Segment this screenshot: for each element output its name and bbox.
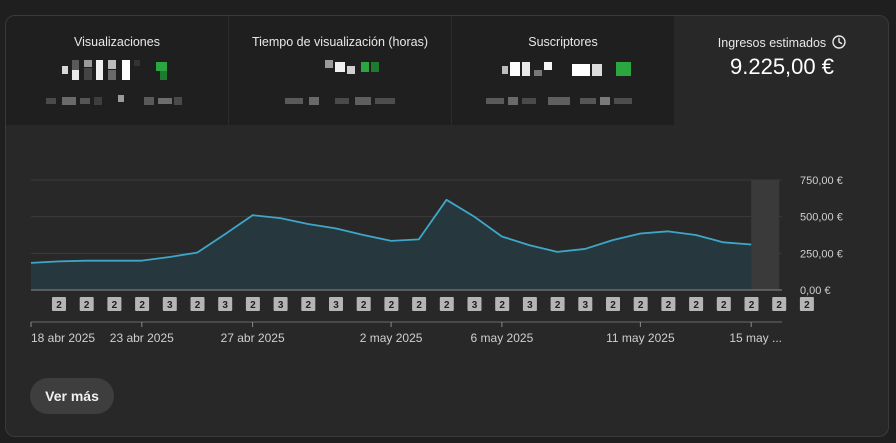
annotation-marker-label: 2 [56,300,62,311]
annotation-marker [633,297,648,311]
annotation-marker-label: 2 [250,300,256,311]
annotation-marker [384,297,399,311]
annotation-marker-label: 2 [416,300,422,311]
annotation-marker-label: 3 [167,300,173,311]
annotation-marker [218,297,233,311]
annotation-marker-label: 3 [583,300,589,311]
analytics-card: Visualizaciones [5,15,889,437]
annotation-marker-label: 2 [721,300,727,311]
annotation-marker [522,297,537,311]
annotation-marker [301,297,316,311]
annotation-marker [606,297,620,311]
annotation-marker [52,297,66,311]
x-tick-label: 18 abr 2025 [31,331,95,345]
y-tick-label: 0,00 € [800,285,831,297]
y-tick-label: 500,00 € [800,212,843,224]
metric-views[interactable]: Visualizaciones [6,16,228,125]
annotation-marker-label: 2 [776,300,782,311]
metric-separator [228,16,229,125]
blurred-views-caption [46,94,186,106]
x-tick-label: 11 may 2025 [606,331,675,345]
annotation-marker-label: 3 [333,300,339,311]
annotation-marker [162,297,177,311]
annotation-marker-label: 2 [195,300,201,311]
annotation-marker [495,297,510,311]
annotation-marker [716,297,731,311]
annotation-marker [550,297,565,311]
metric-label-revenue-wrap: Ingresos estimados [674,35,888,52]
annotation-marker [661,297,676,311]
y-tick-label: 750,00 € [800,175,843,187]
x-tick-label: 27 abr 2025 [221,331,285,345]
annotation-marker [412,297,427,311]
annotation-marker-label: 2 [666,300,672,311]
annotation-marker [467,297,482,311]
metric-watch-time[interactable]: Tiempo de visualización (horas) [229,16,451,125]
blurred-watch-time-caption [285,94,405,106]
annotation-marker-label: 2 [610,300,616,311]
annotation-marker-label: 2 [499,300,505,311]
metric-label-views: Visualizaciones [74,35,160,49]
metrics-row: Visualizaciones [6,16,888,125]
x-tick-label: 6 may 2025 [471,331,534,345]
annotation-marker [190,297,205,311]
see-more-button[interactable]: Ver más [30,378,114,414]
current-period-band [751,180,780,290]
x-tick-label: 23 abr 2025 [110,331,174,345]
annotation-marker-label: 3 [222,300,228,311]
metric-value-revenue: 9.225,00 € [730,54,834,79]
annotation-marker-label: 2 [749,300,755,311]
blurred-subscribers-caption [486,94,646,106]
y-tick-label: 250,00 € [800,248,843,260]
annotation-marker-label: 2 [112,300,118,311]
series-area [31,199,752,290]
annotation-marker [744,297,759,311]
metric-estimated-revenue[interactable]: Ingresos estimados 9.225,00 € [674,16,888,125]
x-tick-label: 15 may ... [729,331,782,345]
annotation-marker-label: 2 [361,300,367,311]
annotation-marker [79,297,94,311]
annotation-marker [107,297,122,311]
annotation-marker [689,297,704,311]
annotation-marker [273,297,288,311]
annotation-marker-label: 3 [472,300,478,311]
series-line [30,198,752,264]
metric-label-watch-time: Tiempo de visualización (horas) [251,35,428,49]
annotation-marker-label: 2 [389,300,395,311]
annotation-marker-label: 2 [306,300,312,311]
x-tick-label: 2 may 2025 [360,331,423,345]
annotation-marker-label: 2 [555,300,561,311]
metric-label-revenue: Ingresos estimados [717,36,827,50]
metric-subscribers[interactable]: Suscriptores [452,16,674,125]
annotation-marker-label: 2 [139,300,145,311]
revenue-chart: 0,00 € 250,00 € 500,00 € 750,00 € 2 2 2 2 3 2 3 2 3 2… [30,175,843,345]
clock-icon [832,35,846,52]
annotation-marker [356,297,371,311]
annotation-marker [245,297,260,311]
blurred-views-value [62,58,172,82]
metric-label-subscribers: Suscriptores [528,35,598,49]
annotation-marker [135,297,150,311]
annotation-marker-label: 2 [444,300,450,311]
metric-separator [451,16,452,125]
annotation-marker [578,297,593,311]
annotation-marker-label: 2 [84,300,90,311]
annotation-marker-label: 3 [278,300,284,311]
blurred-subscribers-value [502,60,632,80]
annotation-marker [772,297,787,311]
blurred-watch-time-value [325,60,385,80]
annotation-marker-label: 2 [693,300,699,311]
annotation-marker [439,297,454,311]
annotation-marker-label: 3 [527,300,533,311]
annotation-marker-label: 2 [804,300,810,311]
annotation-marker [329,297,343,311]
annotation-marker [799,297,814,311]
annotation-marker-label: 2 [638,300,644,311]
